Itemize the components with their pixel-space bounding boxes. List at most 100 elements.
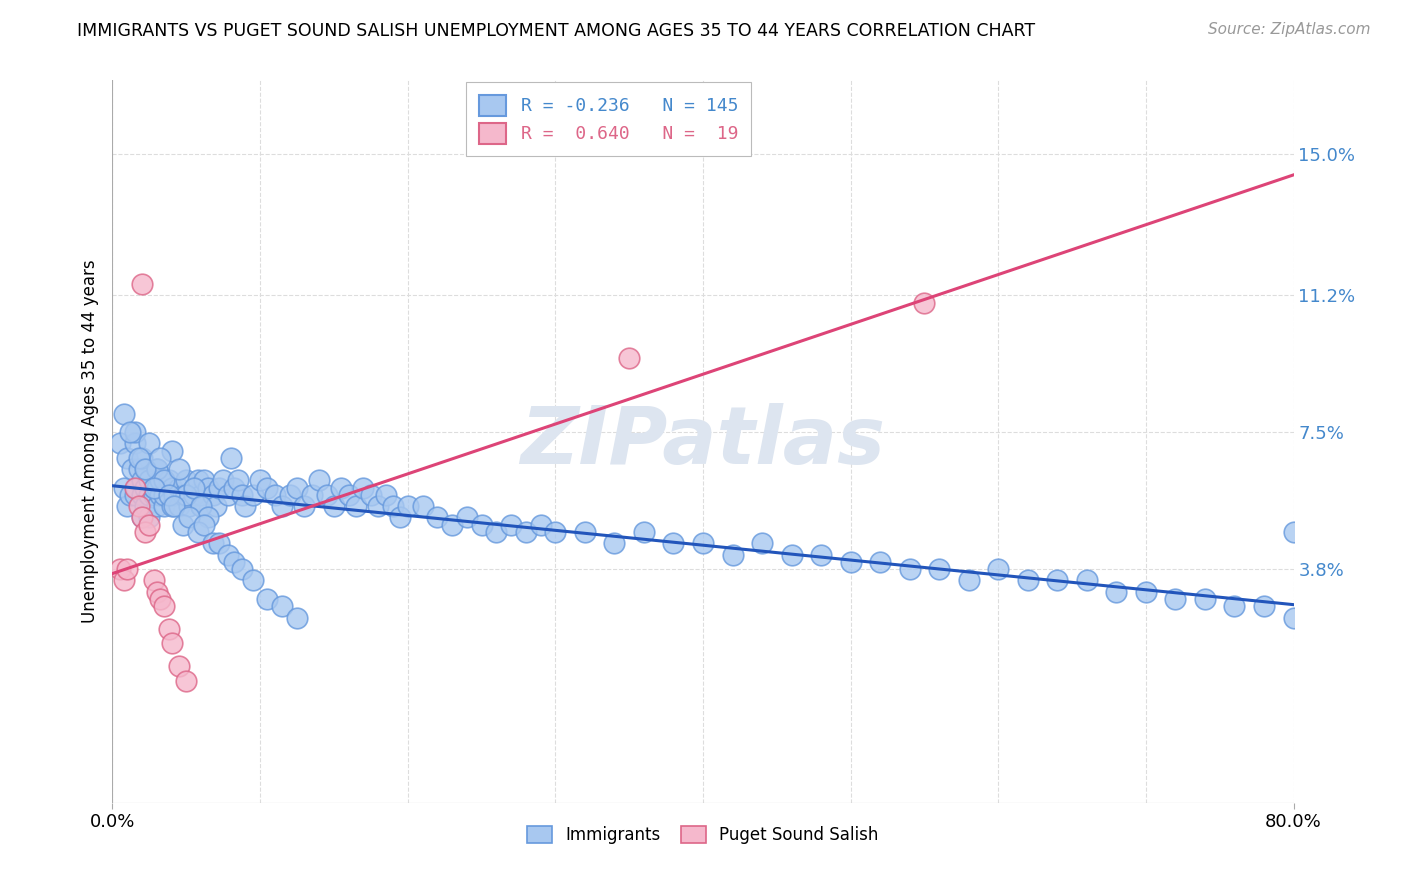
Point (249, 474, 271, 488)
Point (330, 481, 353, 495)
Point (134, 525, 156, 540)
Point (426, 510, 449, 524)
Point (411, 500, 433, 514)
Point (160, 443, 183, 458)
Point (662, 536, 685, 550)
Point (839, 555, 862, 569)
Point (117, 451, 138, 466)
Point (337, 488, 360, 502)
Point (183, 488, 205, 502)
Point (131, 277, 153, 291)
Point (928, 562, 950, 576)
Point (174, 673, 197, 688)
Point (231, 562, 253, 576)
Point (201, 488, 224, 502)
Point (193, 474, 215, 488)
Point (160, 636, 183, 650)
Point (721, 548, 744, 562)
Point (142, 488, 165, 502)
Point (201, 536, 224, 550)
Point (138, 474, 160, 488)
Point (131, 510, 153, 524)
Point (957, 574, 980, 588)
Point (231, 488, 253, 502)
Point (633, 525, 655, 540)
Point (205, 500, 228, 514)
Point (208, 536, 231, 550)
Point (167, 462, 190, 476)
Point (323, 500, 346, 514)
Point (751, 536, 773, 550)
Point (121, 462, 143, 476)
Point (179, 500, 201, 514)
Point (112, 481, 135, 495)
Point (163, 488, 186, 502)
Point (172, 488, 194, 502)
Point (217, 488, 239, 502)
Point (396, 500, 419, 514)
Point (167, 500, 190, 514)
Point (1282, 525, 1305, 540)
Point (153, 488, 176, 502)
Point (278, 488, 301, 502)
Point (619, 351, 641, 366)
Point (242, 574, 264, 588)
Point (1282, 610, 1305, 624)
Point (315, 488, 337, 502)
Point (242, 488, 264, 502)
Point (1105, 584, 1128, 599)
Point (544, 525, 567, 540)
Point (179, 510, 201, 524)
Point (389, 510, 412, 524)
Point (142, 481, 165, 495)
Point (190, 488, 212, 502)
Point (163, 500, 186, 514)
Point (374, 488, 396, 502)
Point (149, 592, 172, 607)
Point (160, 500, 183, 514)
Point (1135, 584, 1157, 599)
Point (131, 510, 153, 524)
Point (153, 500, 176, 514)
Point (183, 481, 205, 495)
Point (292, 500, 315, 514)
Point (174, 488, 197, 502)
Point (360, 488, 382, 502)
Point (271, 500, 294, 514)
Point (134, 500, 156, 514)
Point (131, 451, 153, 466)
Point (301, 488, 323, 502)
Point (146, 481, 169, 495)
Point (138, 510, 160, 524)
Point (190, 500, 212, 514)
Point (869, 555, 891, 569)
Point (174, 488, 197, 502)
Point (167, 481, 190, 495)
Point (146, 584, 169, 599)
Point (780, 548, 803, 562)
Point (146, 462, 169, 476)
Point (134, 462, 156, 476)
Point (142, 574, 165, 588)
Point (124, 481, 146, 495)
Point (217, 548, 239, 562)
Point (108, 562, 131, 576)
Point (367, 500, 389, 514)
Point (149, 451, 172, 466)
Point (146, 500, 169, 514)
Point (197, 481, 219, 495)
Point (226, 474, 249, 488)
Point (529, 517, 551, 532)
Point (285, 481, 308, 495)
Point (157, 488, 180, 502)
Point (441, 517, 464, 532)
Point (124, 436, 146, 450)
Point (157, 622, 180, 636)
Point (135, 462, 157, 476)
Text: IMMIGRANTS VS PUGET SOUND SALISH UNEMPLOYMENT AMONG AGES 35 TO 44 YEARS CORRELAT: IMMIGRANTS VS PUGET SOUND SALISH UNEMPLO… (77, 22, 1035, 40)
Point (197, 510, 219, 524)
Point (271, 599, 294, 614)
Point (1253, 599, 1275, 614)
Point (222, 555, 245, 569)
Y-axis label: Unemployment Among Ages 35 to 44 years: Unemployment Among Ages 35 to 44 years (80, 260, 98, 624)
